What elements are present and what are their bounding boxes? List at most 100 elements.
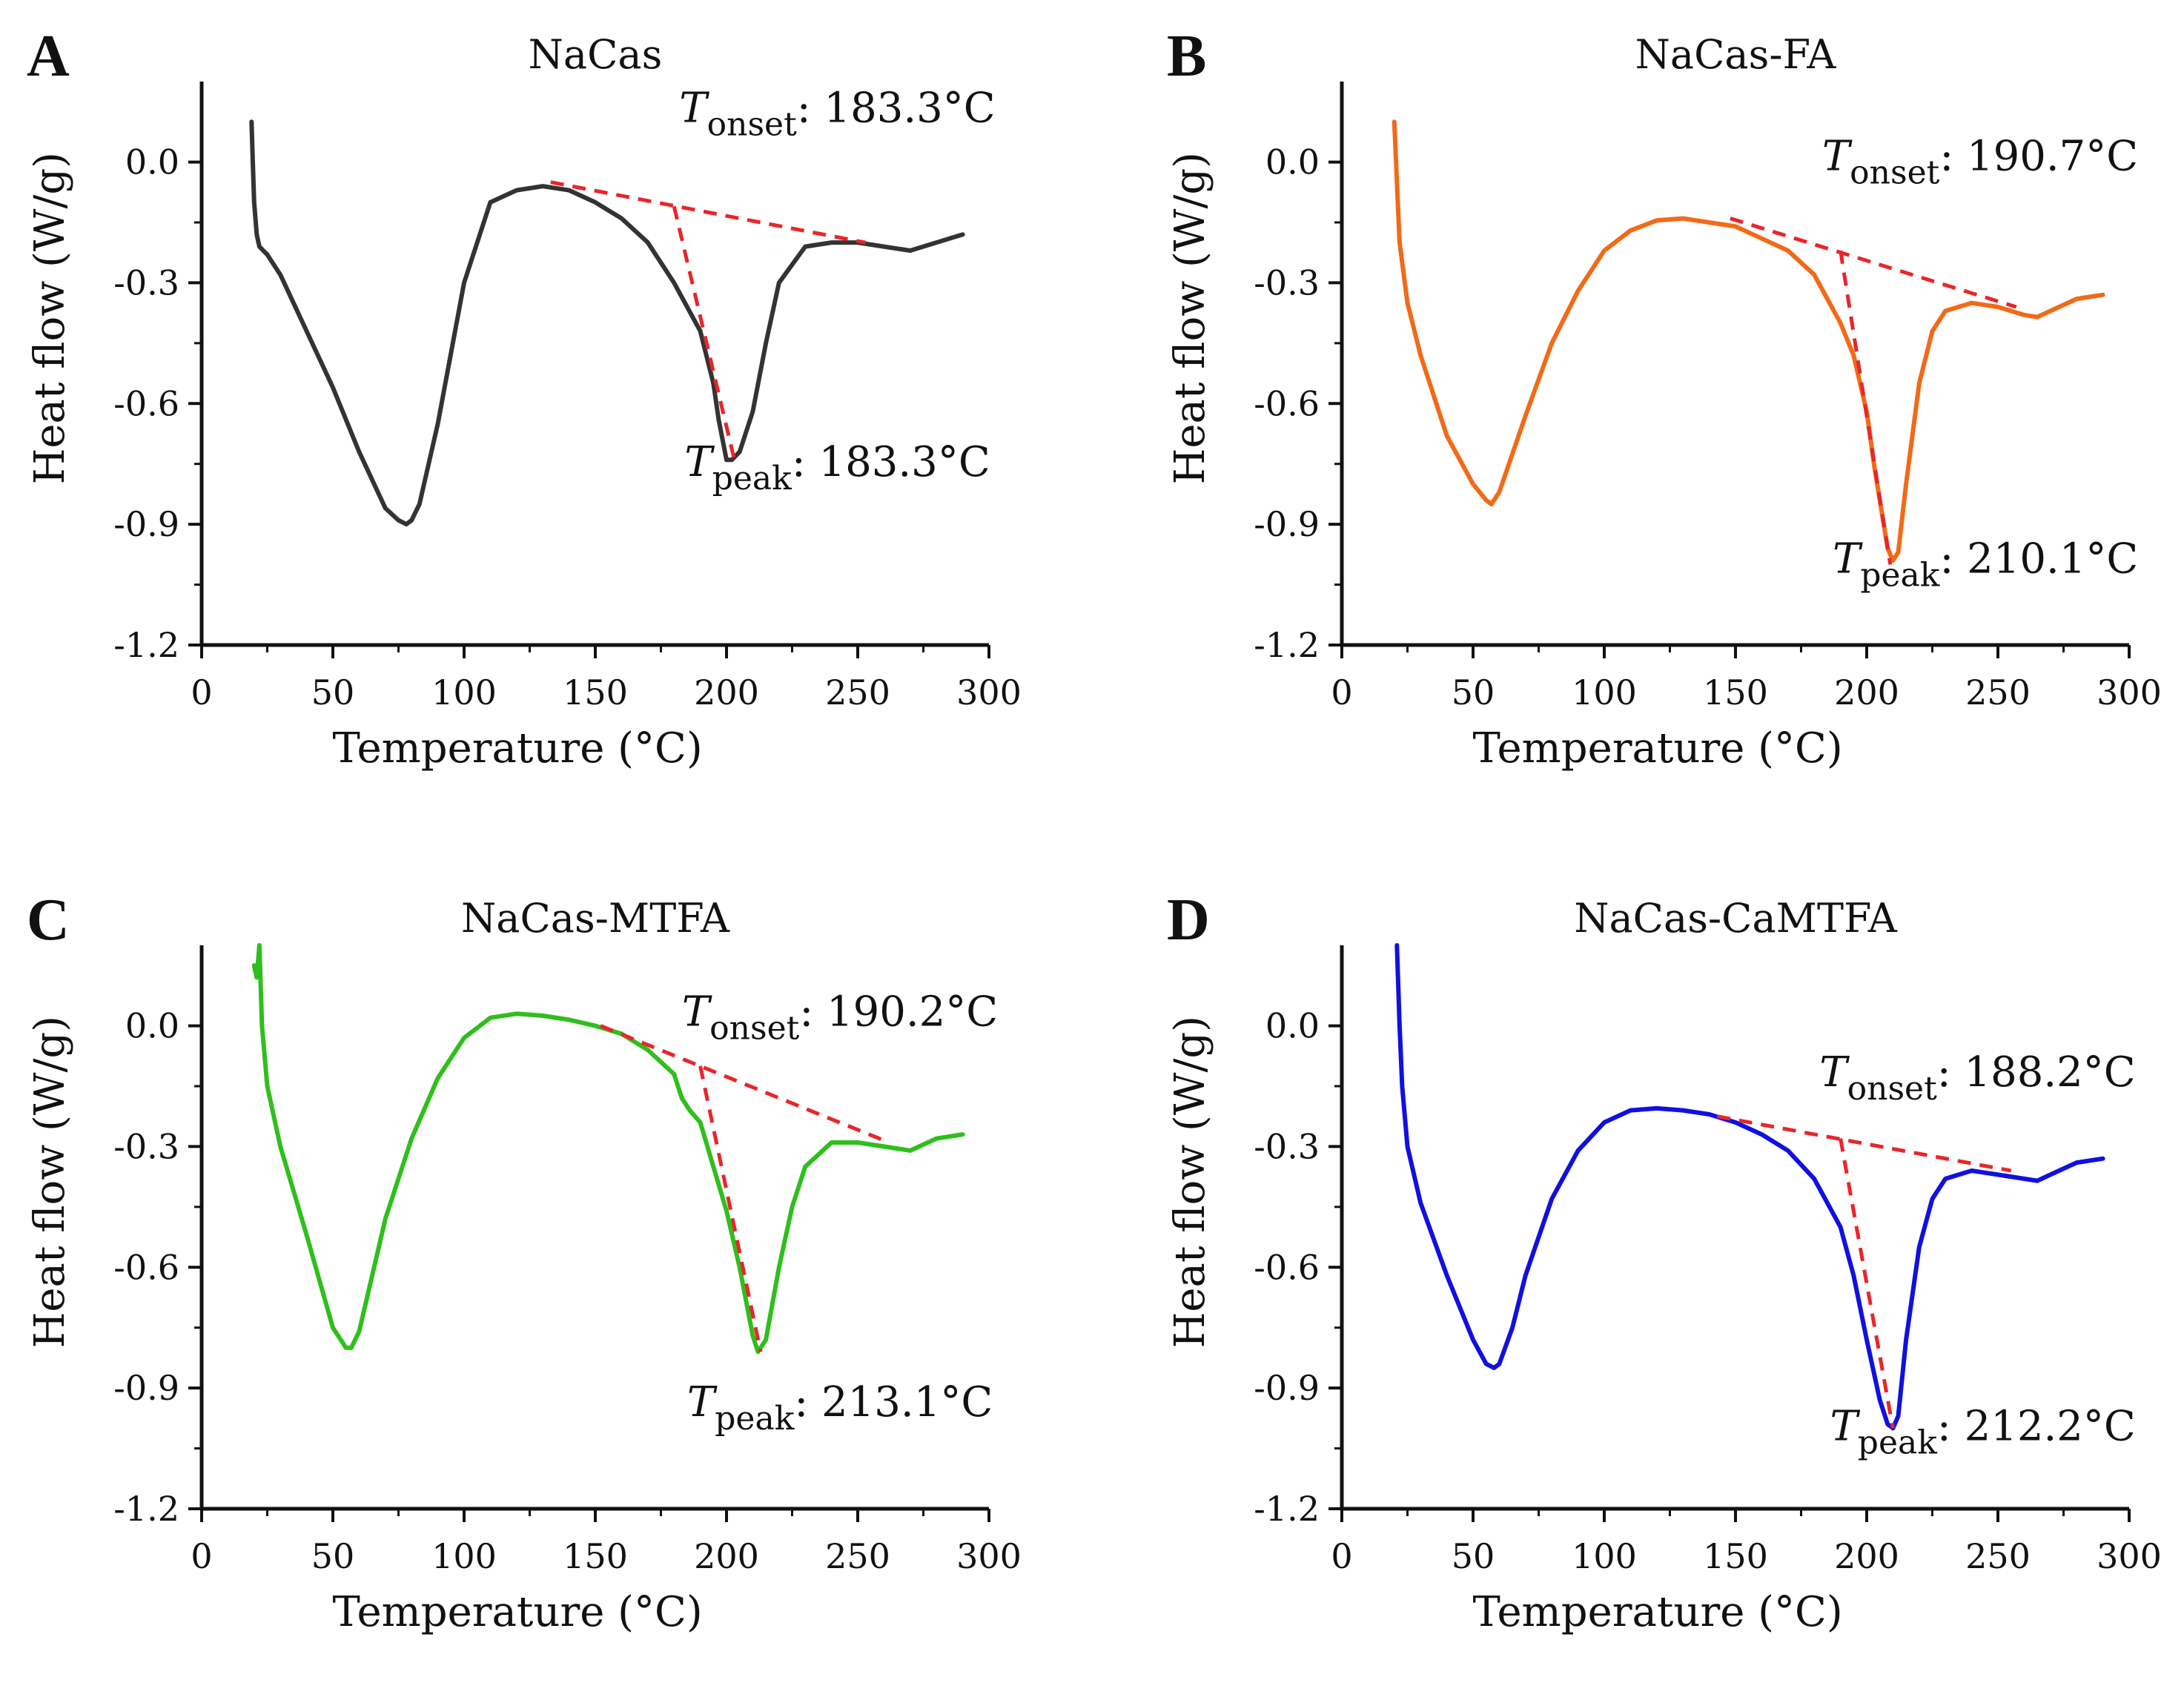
x-tick-label: 100 xyxy=(431,672,497,712)
onset-annotation: Tonset: 190.2°C xyxy=(682,988,998,1048)
peak-annotation-symbol: T xyxy=(1830,1403,1860,1451)
x-tick-label: 0 xyxy=(191,1536,212,1576)
peak-annotation-subscript: peak xyxy=(1858,1424,1937,1462)
onset-annotation-value: : 188.2°C xyxy=(1937,1048,2136,1097)
y-tick-label: -1.2 xyxy=(1254,625,1320,665)
onset-tangent-dash xyxy=(698,1065,763,1352)
x-tick-label: 300 xyxy=(2097,672,2162,712)
x-tick-label: 100 xyxy=(1572,672,1637,712)
series-line xyxy=(249,119,965,527)
peak-annotation-value: : 212.2°C xyxy=(1937,1403,2136,1451)
x-tick-label: 100 xyxy=(431,1536,497,1576)
y-tick-label: -0.3 xyxy=(1254,1126,1320,1166)
onset-annotation-value: : 190.7°C xyxy=(1939,132,2138,180)
y-tick-label: -0.9 xyxy=(113,504,179,544)
y-tick-label: -0.3 xyxy=(113,262,179,302)
onset-annotation-subscript: onset xyxy=(709,1010,799,1048)
x-tick-label: 50 xyxy=(311,672,355,712)
onset-annotation-subscript: onset xyxy=(707,105,797,143)
y-axis-label: Heat flow (W/g) xyxy=(26,152,74,484)
peak-annotation-value: : 183.3°C xyxy=(792,438,990,486)
x-tick-label: 150 xyxy=(1703,672,1768,712)
onset-tangent-dash xyxy=(672,205,737,460)
onset-annotation: Tonset: 190.7°C xyxy=(1822,132,2138,191)
onset-annotation-symbol: T xyxy=(682,988,712,1036)
peak-annotation-value: : 213.1°C xyxy=(794,1378,993,1426)
x-tick-label: 50 xyxy=(311,1536,355,1576)
peak-annotation: Tpeak: 183.3°C xyxy=(684,438,990,497)
peak-annotation: Tpeak: 210.1°C xyxy=(1833,535,2138,594)
y-axis-label: Heat flow (W/g) xyxy=(1166,152,1214,484)
panel-letter: C xyxy=(27,887,70,953)
onset-annotation-value: : 190.2°C xyxy=(799,988,998,1036)
x-tick-label: 50 xyxy=(1452,672,1495,712)
x-tick-label: 0 xyxy=(191,672,212,712)
onset-annotation-subscript: onset xyxy=(1850,153,1939,191)
x-tick-label: 150 xyxy=(563,672,628,712)
y-tick-label: -0.6 xyxy=(1254,1247,1320,1287)
y-tick-label: 0.0 xyxy=(125,142,179,182)
x-tick-label: 200 xyxy=(1834,672,1899,712)
x-tick-label: 0 xyxy=(1331,672,1352,712)
y-tick-label: -1.2 xyxy=(1254,1489,1320,1529)
onset-annotation-symbol: T xyxy=(1822,132,1853,180)
onset-annotation: Tonset: 188.2°C xyxy=(1819,1048,2135,1108)
onset-annotation-subscript: onset xyxy=(1847,1070,1937,1108)
y-tick-label: -1.2 xyxy=(113,625,179,665)
x-tick-label: 0 xyxy=(1331,1536,1352,1576)
peak-annotation-symbol: T xyxy=(687,1378,718,1426)
x-tick-label: 200 xyxy=(1834,1536,1899,1576)
panel-letter: B xyxy=(1167,24,1206,89)
panel-letter: D xyxy=(1167,887,1210,953)
y-axis-label: Heat flow (W/g) xyxy=(1166,1016,1214,1348)
x-tick-label: 250 xyxy=(1965,672,2031,712)
y-tick-label: -0.6 xyxy=(1254,383,1320,423)
x-tick-label: 200 xyxy=(694,1536,759,1576)
x-axis-label: Temperature (°C) xyxy=(333,724,703,773)
panel-c: C NaCas-MTFA 0 50 100 150 200 250 300 -1.2 -0.9 -0.… xyxy=(26,887,1022,1636)
x-tick-label: 50 xyxy=(1452,1536,1495,1576)
y-tick-label: -0.3 xyxy=(1254,262,1320,302)
panel-b: B NaCas-FA 0 50 100 150 200 250 300 -1.2 -0.9 -0.6 -… xyxy=(1166,24,2162,773)
y-tick-label: -1.2 xyxy=(113,1489,179,1529)
x-tick-label: 300 xyxy=(2097,1536,2162,1576)
peak-annotation-symbol: T xyxy=(684,438,715,486)
y-tick-label: -0.9 xyxy=(113,1368,179,1408)
x-tick-label: 300 xyxy=(956,1536,1022,1576)
x-tick-label: 150 xyxy=(1703,1536,1768,1576)
peak-annotation-symbol: T xyxy=(1833,535,1863,583)
onset-tangent-dash xyxy=(1839,250,1893,565)
y-tick-label: -0.9 xyxy=(1254,504,1320,544)
peak-annotation: Tpeak: 212.2°C xyxy=(1830,1403,2135,1462)
chart-title: NaCas-CaMTFA xyxy=(1574,895,1898,942)
x-tick-label: 250 xyxy=(1965,1536,2031,1576)
panel-a: A NaCas 0 50 100 150 200 250 300 -1.2 -0.9 -0.6 -0.3… xyxy=(26,24,1022,773)
onset-tangent-dash xyxy=(1839,1138,1895,1429)
peak-annotation-subscript: peak xyxy=(712,460,792,497)
series-line xyxy=(1394,943,2105,1431)
chart-title: NaCas-FA xyxy=(1635,31,1837,78)
peak-annotation: Tpeak: 213.1°C xyxy=(687,1378,993,1438)
onset-annotation-symbol: T xyxy=(679,84,709,132)
panel-letter: A xyxy=(27,24,70,89)
x-tick-label: 100 xyxy=(1572,1536,1637,1576)
onset-baseline-dash xyxy=(1730,216,2017,309)
peak-annotation-value: : 210.1°C xyxy=(1939,535,2138,583)
x-axis-label: Temperature (°C) xyxy=(333,1588,703,1636)
y-axis-label: Heat flow (W/g) xyxy=(26,1016,74,1348)
onset-annotation-symbol: T xyxy=(1819,1048,1850,1097)
chart-title: NaCas xyxy=(529,31,663,78)
series-line xyxy=(1392,119,2105,563)
onset-annotation-value: : 183.3°C xyxy=(797,84,996,132)
x-axis-label: Temperature (°C) xyxy=(1473,724,1843,773)
panel-d: D NaCas-CaMTFA 0 50 100 150 200 250 300 -1.2 -0.9 -… xyxy=(1166,887,2162,1636)
onset-annotation: Tonset: 183.3°C xyxy=(679,84,995,143)
y-tick-label: -0.3 xyxy=(113,1126,179,1166)
y-tick-label: 0.0 xyxy=(1265,142,1320,182)
y-tick-label: -0.6 xyxy=(113,1247,179,1287)
onset-baseline-dash xyxy=(600,1024,890,1145)
y-tick-label: -0.9 xyxy=(1254,1368,1320,1408)
onset-baseline-dash xyxy=(1716,1114,2012,1173)
x-tick-label: 250 xyxy=(825,1536,890,1576)
